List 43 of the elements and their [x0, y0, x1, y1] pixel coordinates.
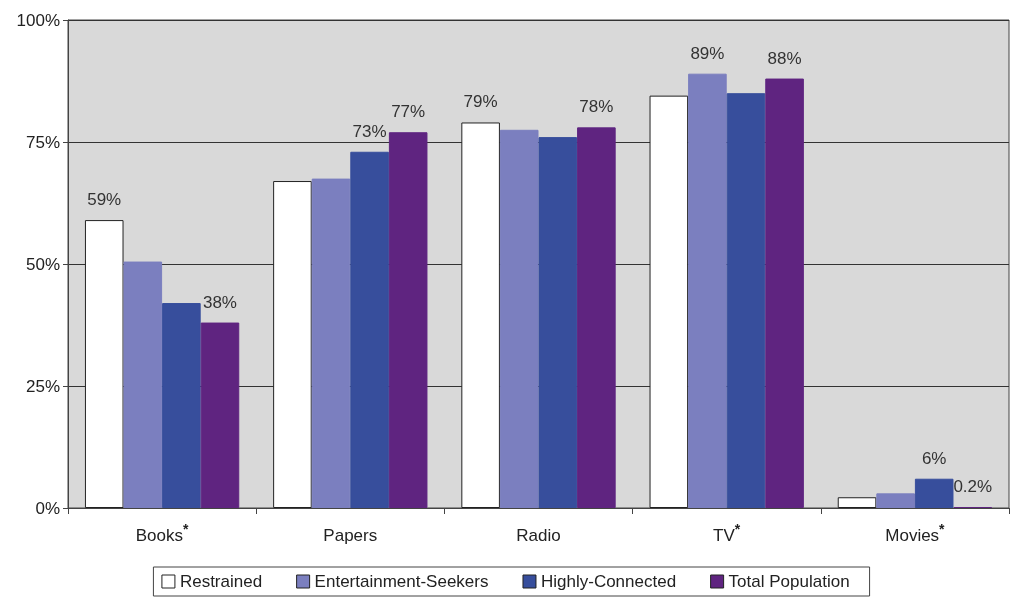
- x-tick-label: TV*: [713, 521, 741, 545]
- legend-label: Restrained: [179, 572, 263, 591]
- data-label: 79%: [463, 92, 498, 112]
- y-tick-label: 75%: [25, 132, 60, 152]
- bar: [688, 73, 727, 508]
- bar: [765, 78, 804, 508]
- x-tick-label: Radio: [516, 525, 561, 545]
- bar: [388, 132, 428, 508]
- data-label: 73%: [352, 121, 387, 141]
- y-tick-label: 50%: [25, 254, 60, 274]
- data-label: 6%: [921, 448, 947, 468]
- bar: [577, 127, 616, 508]
- bar: [914, 478, 954, 508]
- legend-label: Highly-Connected: [540, 572, 677, 591]
- bar: [311, 178, 351, 508]
- x-tick-label: Books*: [135, 521, 189, 545]
- data-label: 89%: [690, 43, 725, 63]
- data-label: 59%: [87, 190, 122, 210]
- bar: [649, 95, 689, 508]
- bar: [200, 322, 240, 508]
- x-tick-label: Papers: [323, 525, 378, 545]
- data-label: 88%: [767, 48, 802, 68]
- data-label: 78%: [579, 97, 614, 117]
- bar: [273, 181, 312, 508]
- bar: [123, 261, 163, 508]
- bar: [350, 151, 389, 508]
- y-tick-label: 25%: [25, 376, 60, 396]
- bar: [726, 93, 766, 508]
- data-label: 38%: [202, 292, 237, 312]
- bar: [538, 137, 578, 508]
- bar: [876, 493, 915, 508]
- data-label: 0.2%: [953, 477, 993, 497]
- bar: [837, 497, 877, 508]
- legend-label: Total Population: [728, 572, 850, 591]
- y-tick-label: 100%: [16, 10, 60, 30]
- data-label: 77%: [391, 102, 426, 122]
- legend-label: Entertainment-Seekers: [314, 572, 489, 591]
- bar: [461, 122, 500, 508]
- bar: [499, 129, 539, 508]
- y-tick-label: 0%: [35, 498, 60, 518]
- bar: [162, 303, 201, 508]
- bar: [84, 220, 124, 508]
- x-tick-label: Movies*: [885, 521, 946, 545]
